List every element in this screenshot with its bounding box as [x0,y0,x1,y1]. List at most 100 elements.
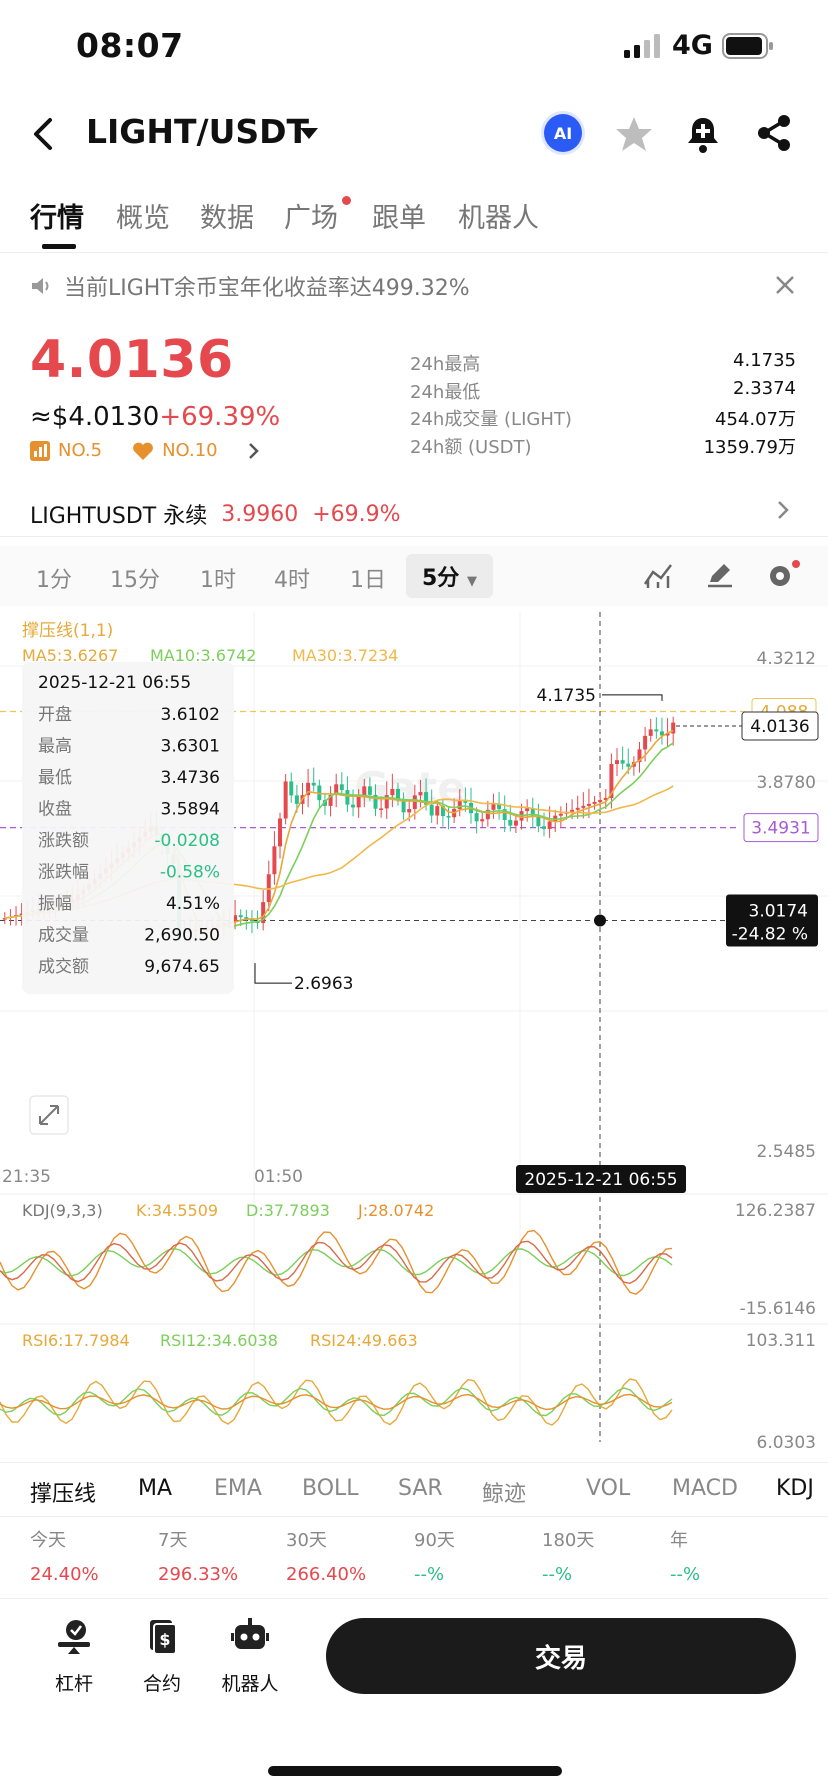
performance-value: --% [670,1564,701,1585]
candle-body [558,813,563,816]
kdj-axis-bottom: -15.6146 [740,1299,816,1319]
candle-body [620,760,625,764]
kdj-d-label: D:37.7893 [246,1201,330,1220]
stat-value: 2.3374 [733,377,796,399]
chevron-right-icon[interactable] [776,500,790,520]
timeframe-option[interactable]: 1分 [36,568,72,593]
close-icon[interactable] [774,274,796,296]
candle-body [19,913,24,916]
timeframe-option[interactable]: 1日 [350,568,386,593]
candle-body [542,826,547,829]
divider [0,1516,828,1517]
indicator-option[interactable]: BOLL [302,1476,359,1501]
star-icon[interactable] [614,114,654,154]
tab-item[interactable]: 概览 [116,203,170,234]
candle-body [457,801,462,809]
back-icon[interactable] [28,116,58,152]
indicator-option[interactable]: MACD [672,1476,738,1501]
tab-item[interactable]: 跟单 [372,203,426,234]
chevron-down-icon[interactable] [300,128,318,140]
crosshair-time: 2025-12-21 06:55 [524,1170,677,1190]
candle-body [502,809,507,820]
candle-body [351,804,356,808]
tooltip-value: 3.6102 [161,705,220,725]
candle-body [2,918,7,920]
candle-body [407,809,412,813]
candle-body [328,795,333,806]
tab-item[interactable]: 数据 [200,203,254,234]
indicator-option[interactable]: 鲸迹 [482,1482,527,1507]
bell-add-icon[interactable] [684,114,722,154]
notice-bar[interactable]: 当前LIGHT余币宝年化收益率达499.32% [30,270,470,302]
tooltip-label: 成交额 [38,957,89,977]
indicator-option[interactable]: 撑压线 [30,1482,97,1507]
tooltip-label: 振幅 [38,894,72,914]
rank-badges[interactable]: NO.5 NO.10 [30,440,260,461]
candle-body [238,915,243,918]
ai-button[interactable]: AI [544,114,582,152]
heart-rank-icon [133,442,153,460]
performance-item: 180天 --% [542,1526,594,1585]
gear-icon[interactable] [766,560,800,590]
signal-icon [624,34,660,58]
candle-body [412,795,417,810]
usd-price: ≈$4.0130+69.39% [30,402,280,432]
indicator-option[interactable]: KDJ [776,1476,814,1501]
share-icon[interactable] [756,114,792,152]
candle-body [289,781,294,796]
candle-body [581,805,586,808]
perpetual-row[interactable]: LIGHTUSDT 永续 3.9960 +69.9% [30,498,401,530]
candle-body [379,808,384,810]
tooltip-label: 最高 [38,737,72,757]
rank-badge-1[interactable]: NO.5 [30,440,102,461]
price-tag [741,711,819,741]
timeframe-option[interactable]: 4时 [274,568,310,593]
usd-value: ≈$4.0130 [30,402,160,432]
timeframe-option[interactable]: 1时 [200,568,236,593]
candle-body [615,760,620,765]
indicator-option[interactable]: MA [138,1476,173,1501]
timeframe-selected[interactable]: 5分 ▼ [406,554,493,598]
tab-item[interactable]: 机器人 [458,203,539,234]
nav-robot[interactable]: 机器人 [210,1616,290,1696]
draw-pen-icon[interactable] [706,560,734,588]
notice-text: 当前LIGHT余币宝年化收益率达499.32% [64,276,470,301]
candle-body [440,806,445,817]
kdj-axis-top: 126.2387 [735,1201,816,1221]
tab-item[interactable]: 行情 [30,203,84,234]
indicator-icon[interactable] [642,560,674,590]
rsi6-line [0,1378,673,1426]
candle-body [665,733,670,736]
crosshair-price-tag [726,894,818,947]
time-axis-tick: 21:35 [2,1167,51,1187]
pair-title[interactable]: LIGHT/USDT [86,112,310,151]
indicator-option[interactable]: SAR [398,1476,443,1501]
candle-body [609,764,614,798]
price-tag-text: 4.0136 [750,717,809,737]
rsi24-label: RSI24:49.663 [310,1331,418,1350]
timeframe-option[interactable]: 15分 [110,568,160,593]
rank-badge-2[interactable]: NO.10 [132,440,218,461]
trade-button[interactable]: 交易 [326,1618,796,1694]
nav-contract[interactable]: $ 合约 [122,1616,202,1696]
tab-item[interactable]: 广场 [284,203,338,234]
candle-body [497,804,502,810]
chevron-down-icon: ▼ [466,574,477,589]
candle-body [283,781,288,819]
candle-body [463,801,468,803]
rsi12-line [0,1387,673,1417]
indicator-option[interactable]: EMA [214,1476,262,1501]
rsi24-line [0,1393,673,1411]
timeframe-selected-label: 5分 [422,566,460,591]
price-chart[interactable]: Gate 撑压线(1,1) MA5:3.6267 MA10:3.6742 MA30:3.… [0,612,828,1462]
indicator-option[interactable]: VOL [586,1476,631,1501]
kdj-j-label: J:28.0742 [357,1201,434,1220]
rsi-axis-bottom: 6.0303 [757,1433,816,1453]
chevron-right-icon[interactable] [248,442,260,460]
performance-label: 180天 [542,1530,595,1551]
nav-leverage[interactable]: 杠杆 [34,1616,114,1696]
stats-panel: 24h最高 4.1735 24h最低 2.3374 24h成交量 (LIGHT) 454.… [410,350,796,460]
low-marker: 2.6963 [294,974,353,994]
home-indicator [268,1766,562,1776]
performance-item: 7天 296.33% [158,1526,238,1585]
